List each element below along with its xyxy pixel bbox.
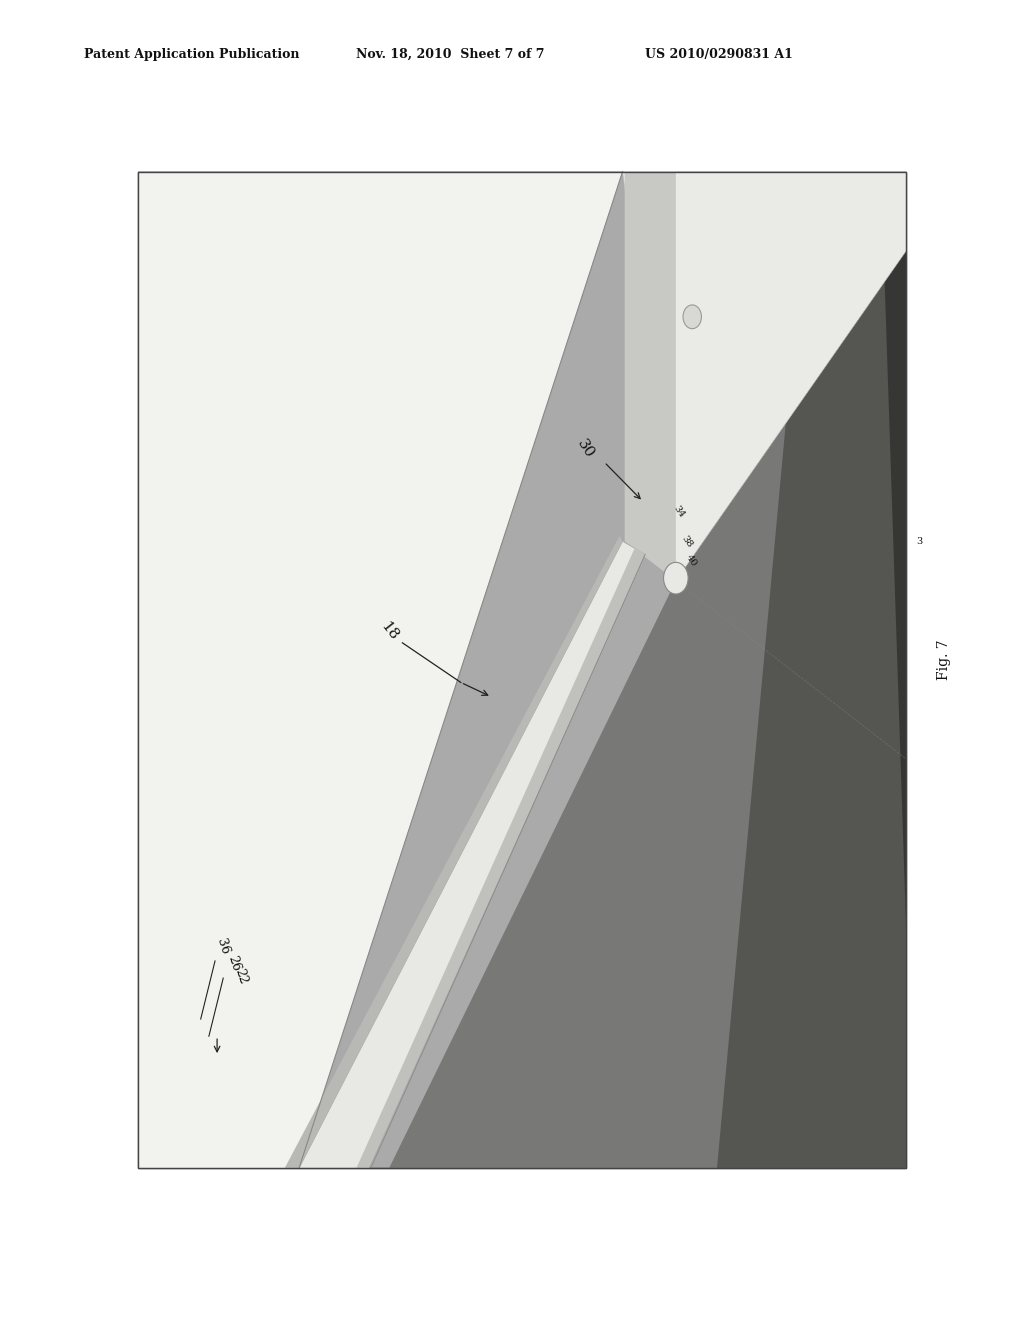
Polygon shape [299,541,645,1168]
Text: 34: 34 [672,504,686,520]
Text: Nov. 18, 2010  Sheet 7 of 7: Nov. 18, 2010 Sheet 7 of 7 [356,48,545,61]
Text: 22: 22 [232,968,249,986]
Polygon shape [389,172,906,1168]
Polygon shape [625,172,676,581]
Circle shape [664,562,688,594]
Bar [138,172,906,1168]
Text: 36: 36 [215,937,231,956]
Text: US 2010/0290831 A1: US 2010/0290831 A1 [645,48,793,61]
Polygon shape [285,536,623,1168]
Text: 3: 3 [916,537,923,545]
Text: 26: 26 [225,954,242,973]
Polygon shape [356,548,645,1168]
Polygon shape [138,1003,276,1168]
Circle shape [683,305,701,329]
Text: 18: 18 [378,619,400,643]
Text: Fig. 7: Fig. 7 [937,640,951,680]
Text: Patent Application Publication: Patent Application Publication [84,48,299,61]
Text: 30: 30 [574,437,597,461]
Text: 40: 40 [684,553,698,569]
Bar [138,172,906,1168]
Polygon shape [138,172,906,581]
Polygon shape [717,172,906,1168]
Polygon shape [881,172,906,924]
Text: 38: 38 [680,533,694,549]
Polygon shape [138,172,623,1168]
